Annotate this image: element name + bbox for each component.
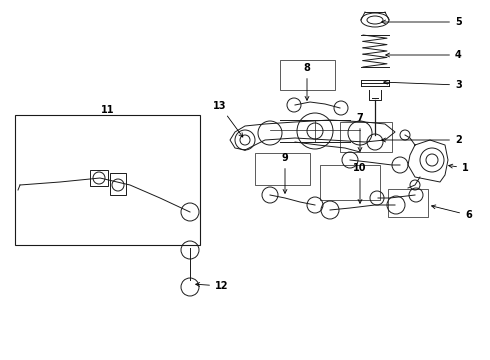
Text: 10: 10	[353, 163, 367, 203]
Bar	[320, 165, 380, 200]
Text: 3: 3	[384, 80, 462, 90]
Text: 9: 9	[282, 153, 289, 193]
Text: 6: 6	[432, 205, 472, 220]
Text: 4: 4	[386, 50, 462, 60]
Bar	[110, 173, 126, 195]
Text: 11: 11	[101, 105, 115, 115]
Text: 12: 12	[196, 281, 228, 291]
Text: 1: 1	[449, 163, 469, 173]
Bar	[15, 115, 200, 245]
Bar	[255, 153, 310, 185]
Bar	[388, 189, 428, 217]
Bar	[90, 170, 108, 186]
Text: 13: 13	[213, 101, 243, 137]
Text: 2: 2	[382, 135, 462, 145]
Text: 8: 8	[304, 63, 311, 100]
Bar	[340, 122, 392, 152]
Text: 7: 7	[357, 113, 364, 151]
Text: 5: 5	[382, 17, 462, 27]
Bar	[280, 60, 335, 90]
